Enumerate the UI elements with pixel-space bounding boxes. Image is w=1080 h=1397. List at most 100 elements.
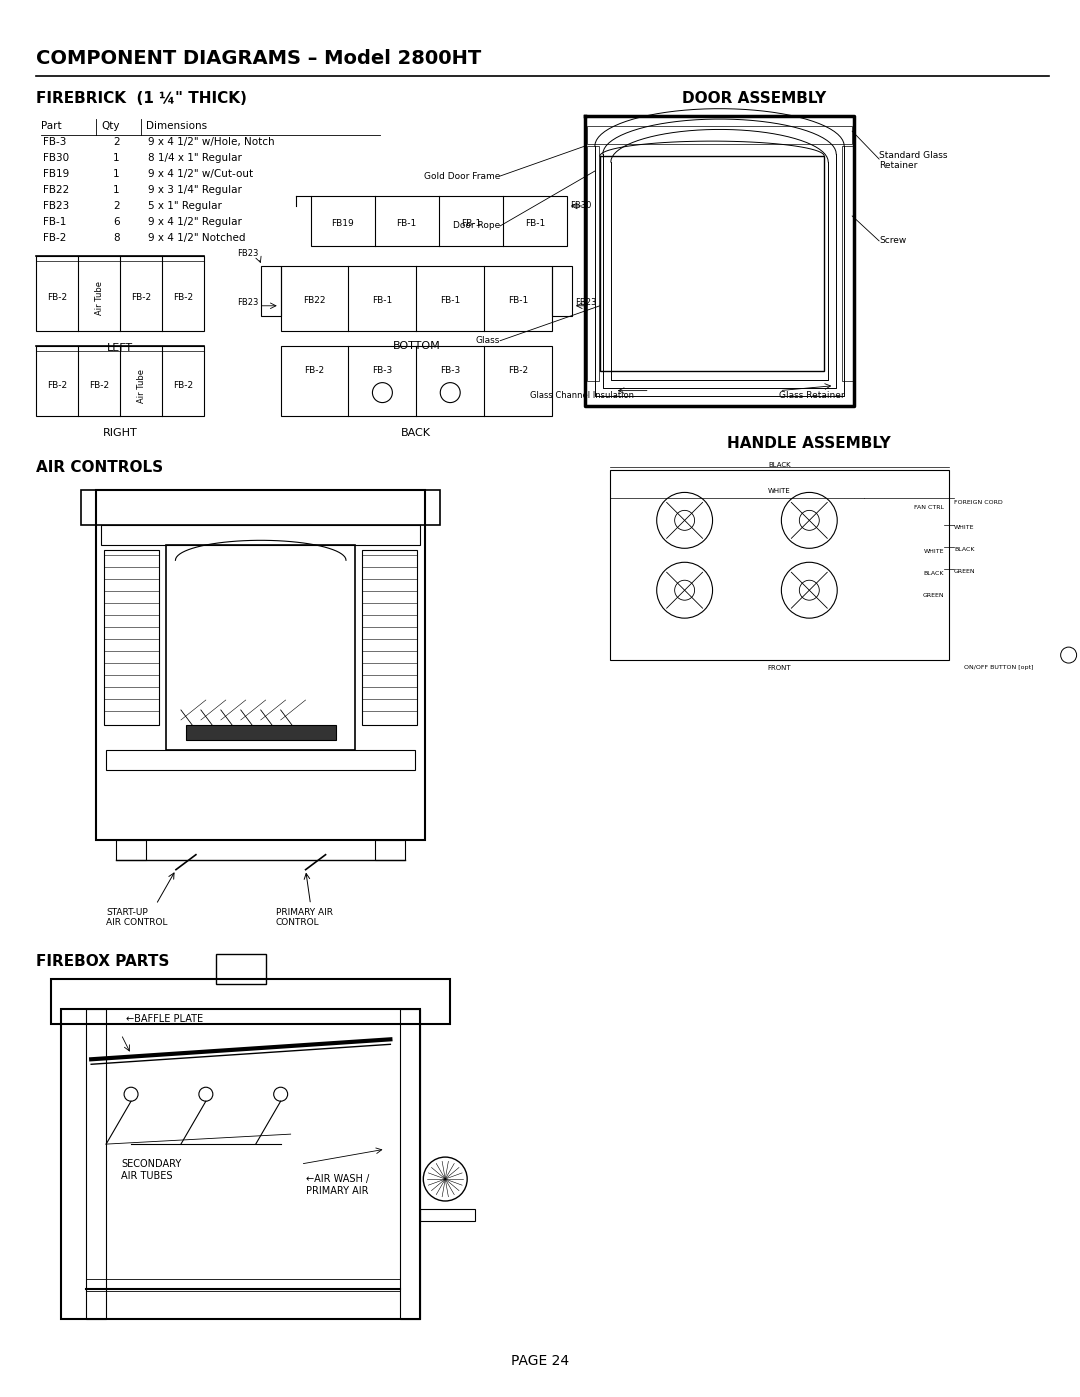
Text: RIGHT: RIGHT: [103, 427, 137, 437]
Text: ←BAFFLE PLATE: ←BAFFLE PLATE: [126, 1014, 203, 1024]
Text: FB-1: FB-1: [461, 219, 481, 229]
Bar: [586, 147, 598, 380]
Text: PRIMARY AIR
CONTROL: PRIMARY AIR CONTROL: [275, 908, 333, 928]
Text: FB-2: FB-2: [43, 233, 67, 243]
Bar: [37, 256, 204, 331]
Text: 2: 2: [112, 137, 120, 147]
Bar: [420, 1208, 475, 1221]
Text: FB-3: FB-3: [43, 137, 67, 147]
Text: FIREBRICK  (1 ¼" THICK): FIREBRICK (1 ¼" THICK): [37, 91, 247, 106]
Text: FB-1: FB-1: [396, 219, 417, 229]
Bar: [552, 265, 572, 316]
Text: GREEN: GREEN: [954, 569, 975, 574]
Text: Part: Part: [41, 122, 62, 131]
Bar: [116, 840, 146, 859]
Bar: [51, 979, 450, 1024]
Text: PAGE 24: PAGE 24: [511, 1354, 569, 1368]
Bar: [104, 550, 159, 725]
Text: START-UP
AIR CONTROL: START-UP AIR CONTROL: [106, 908, 167, 928]
Text: BLACK: BLACK: [768, 462, 791, 468]
Text: FOREIGN CORD: FOREIGN CORD: [954, 500, 1002, 506]
Text: FB30: FB30: [570, 201, 591, 210]
Text: FB-3: FB-3: [441, 366, 460, 376]
Text: FB23: FB23: [238, 249, 259, 258]
Text: DOOR ASSEMBLY: DOOR ASSEMBLY: [683, 91, 826, 106]
Bar: [311, 196, 567, 246]
Text: 1: 1: [112, 169, 120, 179]
Text: FB-1: FB-1: [525, 219, 545, 229]
Bar: [842, 147, 854, 380]
Bar: [376, 840, 405, 859]
Text: Air Tube: Air Tube: [95, 281, 104, 314]
Text: FB-1: FB-1: [441, 296, 460, 306]
Text: Dimensions: Dimensions: [146, 122, 207, 131]
Text: WHITE: WHITE: [923, 549, 944, 555]
Text: FB-2: FB-2: [508, 366, 528, 376]
Text: FB-2: FB-2: [173, 381, 193, 390]
Text: Glass Retainer: Glass Retainer: [780, 391, 845, 400]
Bar: [610, 471, 949, 659]
Text: Glass: Glass: [475, 337, 500, 345]
Bar: [281, 345, 552, 415]
Bar: [186, 725, 336, 740]
Bar: [102, 525, 420, 545]
Text: 8: 8: [112, 233, 120, 243]
Text: LEFT: LEFT: [107, 342, 133, 352]
Text: AIR CONTROLS: AIR CONTROLS: [37, 461, 163, 475]
Text: 9 x 4 1/2" w/Cut-out: 9 x 4 1/2" w/Cut-out: [148, 169, 253, 179]
Text: FRONT: FRONT: [768, 665, 792, 671]
Text: 8 1/4 x 1" Regular: 8 1/4 x 1" Regular: [148, 154, 242, 163]
Text: FB-2: FB-2: [305, 366, 325, 376]
Text: FB22: FB22: [43, 184, 69, 196]
Bar: [599, 156, 824, 370]
Text: FB-2: FB-2: [89, 381, 109, 390]
Text: SECONDARY
AIR TUBES: SECONDARY AIR TUBES: [121, 1160, 181, 1180]
Bar: [586, 126, 852, 144]
Bar: [37, 345, 204, 415]
Bar: [363, 550, 417, 725]
Text: 6: 6: [112, 217, 120, 226]
Text: WHITE: WHITE: [954, 525, 974, 531]
Text: FB-2: FB-2: [131, 293, 151, 302]
Text: FB-2: FB-2: [173, 293, 193, 302]
Text: 1: 1: [112, 184, 120, 196]
Text: FB23: FB23: [238, 298, 259, 307]
Bar: [86, 1278, 401, 1291]
Text: COMPONENT DIAGRAMS – Model 2800HT: COMPONENT DIAGRAMS – Model 2800HT: [37, 49, 482, 68]
Text: FB23: FB23: [575, 298, 596, 307]
Text: Door Rope: Door Rope: [453, 222, 500, 231]
Text: FB-3: FB-3: [373, 366, 392, 376]
Text: GREEN: GREEN: [922, 594, 944, 598]
Text: FB19: FB19: [332, 219, 354, 229]
Text: Gold Door Frame: Gold Door Frame: [423, 172, 500, 180]
Text: FB19: FB19: [43, 169, 69, 179]
Bar: [106, 750, 416, 770]
Bar: [62, 1010, 420, 1319]
Text: 5 x 1" Regular: 5 x 1" Regular: [148, 201, 221, 211]
Text: Air Tube: Air Tube: [136, 369, 146, 402]
Bar: [260, 265, 281, 316]
Text: 9 x 4 1/2" Regular: 9 x 4 1/2" Regular: [148, 217, 242, 226]
Text: 9 x 4 1/2" Notched: 9 x 4 1/2" Notched: [148, 233, 245, 243]
Text: 1: 1: [112, 154, 120, 163]
Text: FB-2: FB-2: [48, 293, 67, 302]
Text: FB22: FB22: [303, 296, 326, 306]
Text: BLACK: BLACK: [923, 571, 944, 576]
Bar: [281, 265, 552, 331]
Text: FIREBOX PARTS: FIREBOX PARTS: [37, 954, 170, 970]
Text: FB-2: FB-2: [48, 381, 67, 390]
Bar: [86, 1010, 106, 1319]
Text: 2: 2: [112, 201, 120, 211]
Bar: [216, 954, 266, 985]
Bar: [96, 490, 426, 840]
Bar: [81, 490, 441, 525]
Text: HANDLE ASSEMBLY: HANDLE ASSEMBLY: [728, 436, 891, 450]
Text: 9 x 4 1/2" w/Hole, Notch: 9 x 4 1/2" w/Hole, Notch: [148, 137, 274, 147]
Text: FB23: FB23: [43, 201, 69, 211]
Text: BACK: BACK: [402, 427, 431, 437]
Text: Qty: Qty: [102, 122, 120, 131]
Text: Screw: Screw: [879, 236, 906, 246]
Text: Standard Glass
Retainer: Standard Glass Retainer: [879, 151, 947, 170]
Text: ON/OFF BUTTON [opt]: ON/OFF BUTTON [opt]: [964, 665, 1034, 671]
Text: WHITE: WHITE: [768, 489, 791, 495]
